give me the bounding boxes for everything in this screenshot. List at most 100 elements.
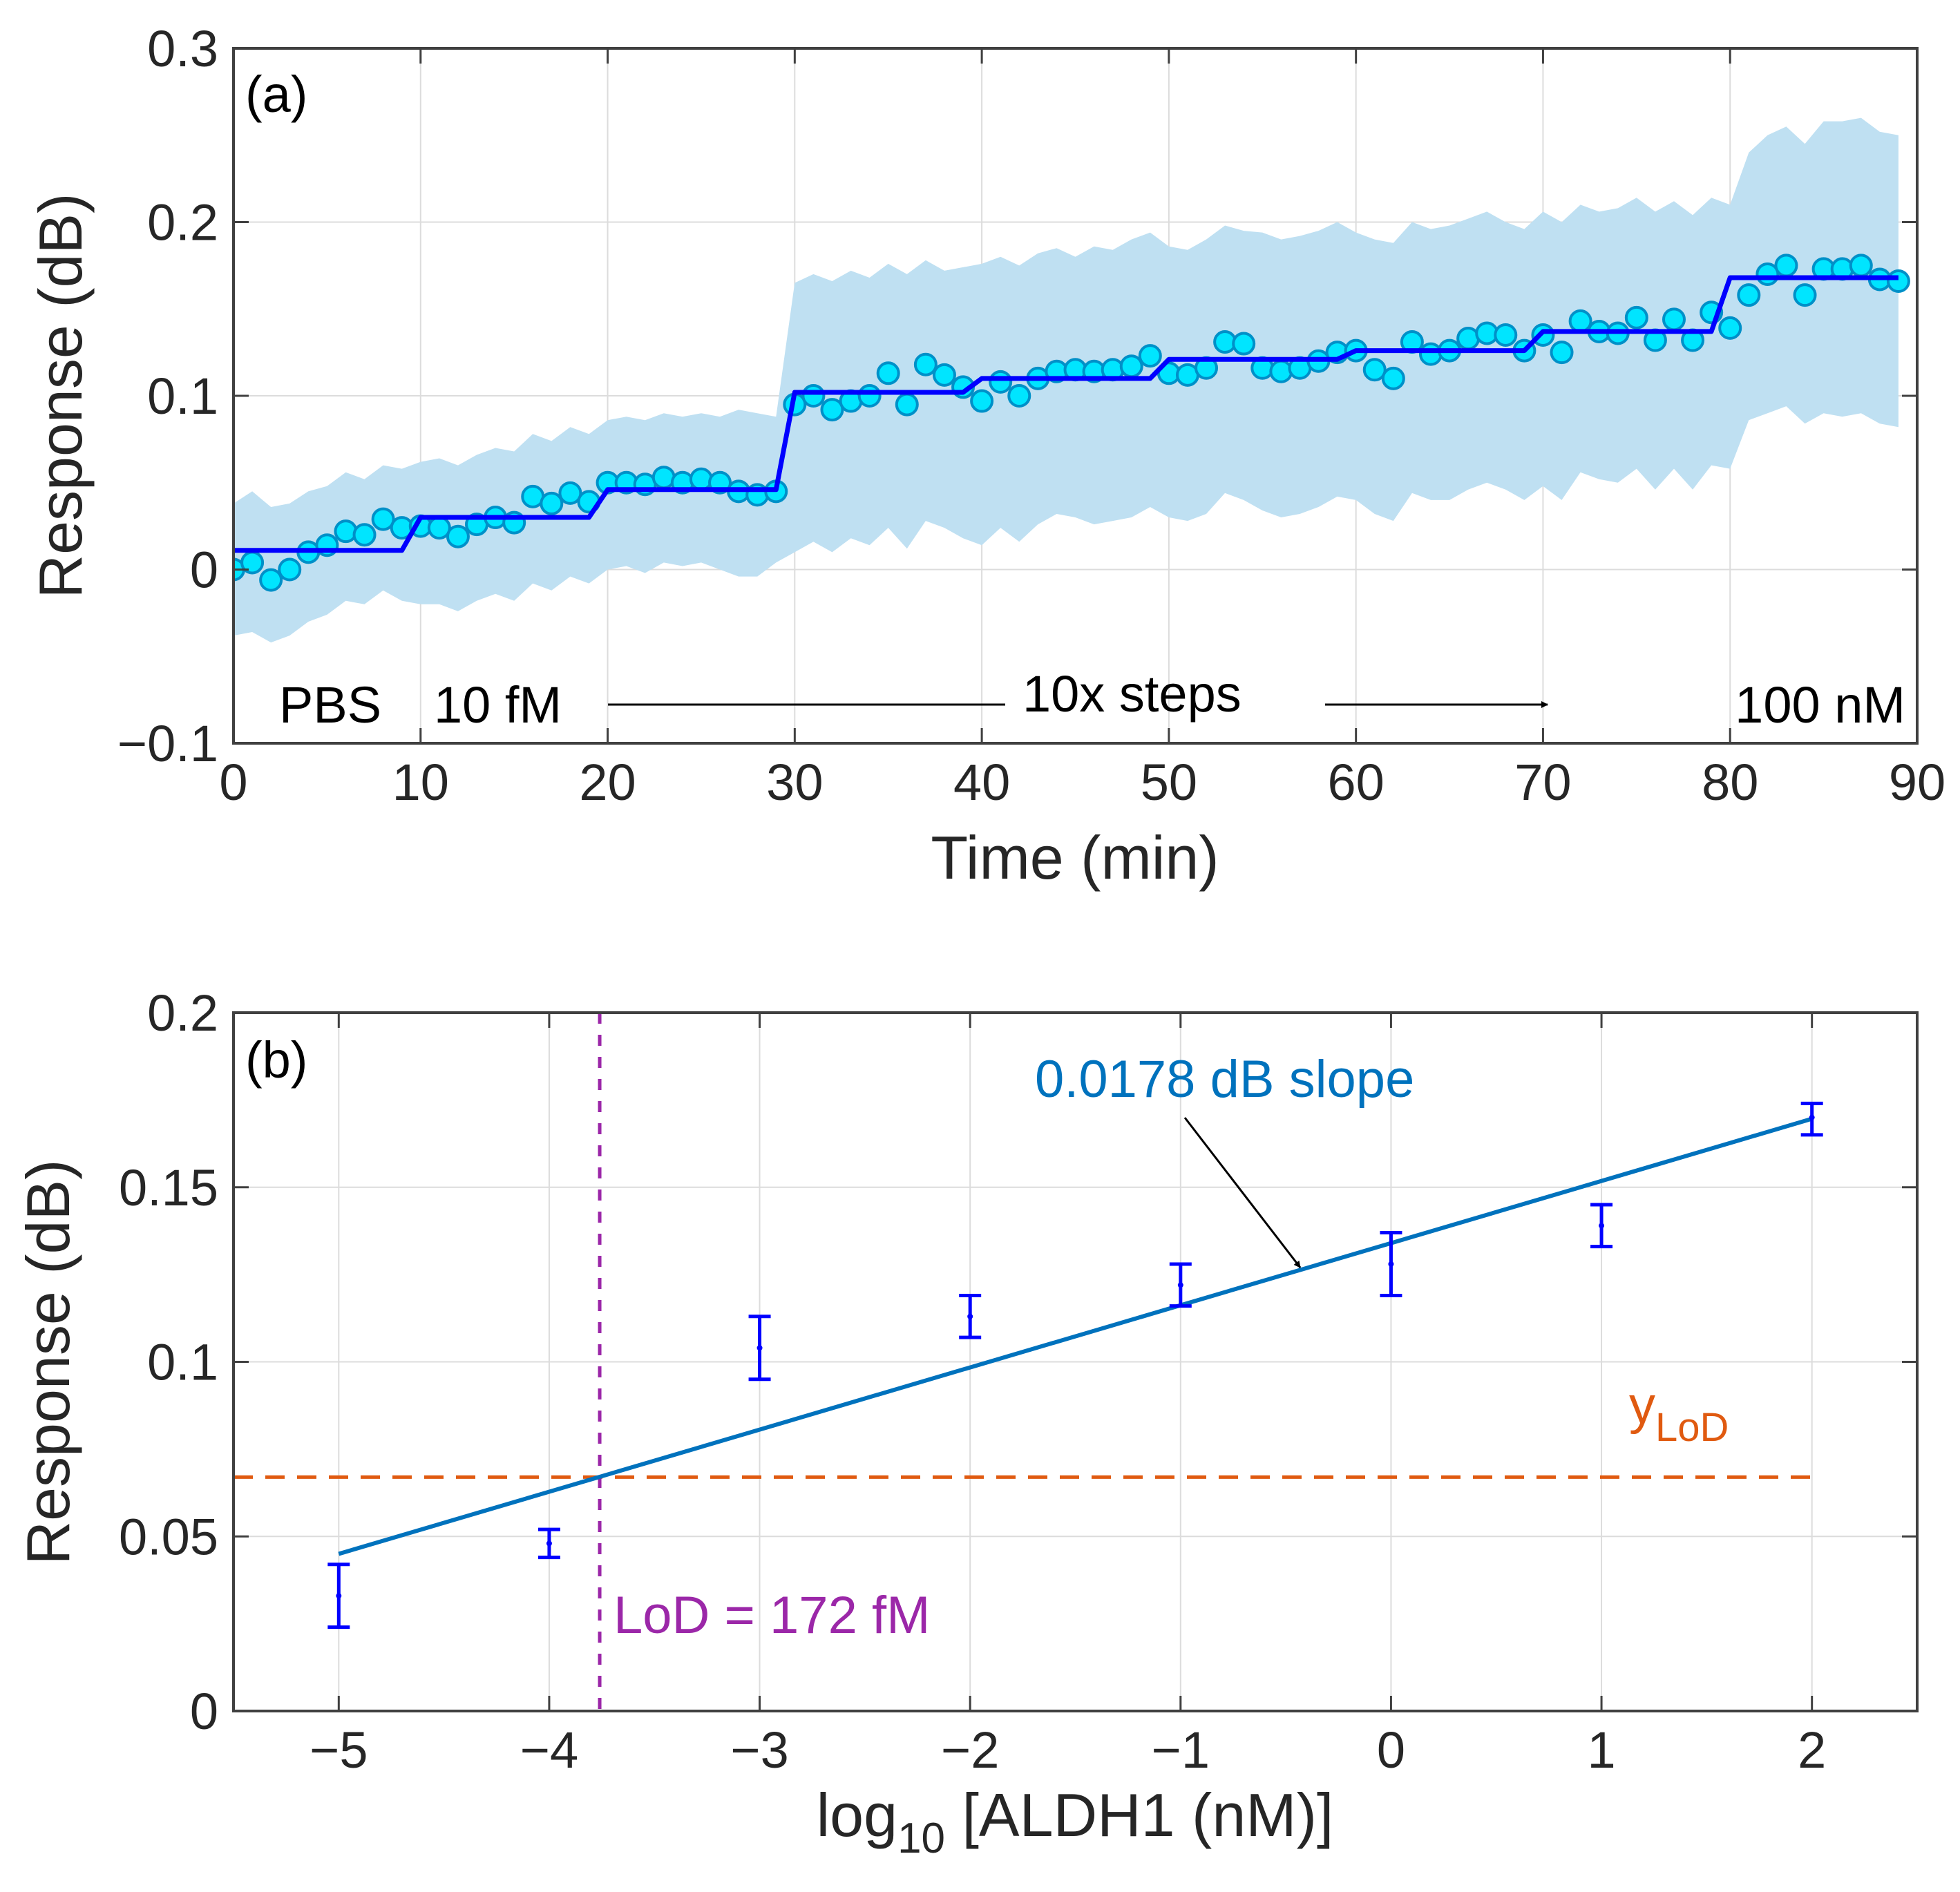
panel-b-x-tick-label: 0: [1377, 1721, 1405, 1779]
panel-a-data-point: [857, 384, 882, 408]
panel-a-data-point: [876, 361, 900, 385]
panel-a-data-point: [1418, 342, 1443, 366]
panel-a-y-axis-label: Response (dB): [26, 193, 95, 599]
panel-b-x-tick-label: −5: [310, 1721, 368, 1779]
panel-a-y-tick-label: 0.2: [147, 194, 218, 251]
panel-a-data-point: [558, 481, 582, 505]
panel-b-error-bar: [1590, 1203, 1613, 1249]
panel-b-x-tick-label: −3: [730, 1721, 788, 1779]
panel-a-data-point: [371, 507, 395, 531]
error-bar-mean: [546, 1540, 552, 1547]
panel-a-y-tick-label: 0: [190, 542, 218, 599]
panel-a-x-tick-label: 70: [1514, 754, 1571, 811]
panel-b-y-tick-label: 0.1: [147, 1334, 218, 1391]
panel-b-x-axis-label: log10 [ALDH1 (nM)]: [817, 1781, 1334, 1862]
panel-a-x-tick-label: 0: [219, 754, 247, 811]
panel-b-error-bars: [327, 1101, 1823, 1630]
panel-b-y-axis-label: Response (dB): [14, 1160, 82, 1565]
panel-b-y-tick-label: 0: [190, 1683, 218, 1740]
panel-a-x-axis-label: Time (min): [931, 823, 1219, 892]
panel-a-y-tick-label: 0.1: [147, 367, 218, 425]
panel-a-data-point: [334, 519, 358, 544]
panel-a-data-point: [446, 524, 470, 548]
panel-a-data-point: [1568, 309, 1592, 333]
panel-a-x-tick-label: 90: [1889, 754, 1945, 811]
panel-a-timecourse-chart: 0 10 20 30 40 50 60 70 80 90 −0.100.10.20.3 (a) T…: [26, 20, 1945, 892]
annotation-steps: 10x steps: [1022, 665, 1241, 723]
panel-a-x-tick-label: 80: [1702, 754, 1758, 811]
panel-b-x-ticks: −5 −4 −3 −2 −1 0 1 2: [310, 1013, 1826, 1779]
panel-a-data-point: [1662, 307, 1686, 332]
x-label-rest: [ALDH1 (nM)]: [945, 1781, 1333, 1849]
panel-b-x-tick-label: 1: [1587, 1721, 1615, 1779]
ylod-base: y: [1629, 1376, 1655, 1435]
panel-a-x-tick-label: 30: [766, 754, 823, 811]
panel-a-data-point: [1232, 332, 1256, 356]
panel-b-error-bar: [1169, 1262, 1192, 1308]
panel-b-error-bar: [327, 1563, 350, 1630]
panel-b-error-bar: [1380, 1230, 1402, 1297]
panel-b-error-bar: [1800, 1101, 1823, 1137]
panel-a-y-ticks: −0.1 0 0.1 0.2 0.3: [117, 20, 1917, 772]
panel-a-data-point: [1737, 283, 1761, 307]
panel-a-data-point: [540, 491, 564, 515]
slope-annotation: 0.0178 dB slope: [1035, 1050, 1414, 1109]
panel-a-label: (a): [245, 66, 307, 123]
error-bar-mean: [336, 1593, 342, 1599]
error-bar-mean: [1809, 1114, 1815, 1120]
panel-a-data-point: [1718, 316, 1742, 340]
panel-b-y-tick-label: 0.05: [119, 1508, 218, 1565]
panel-a-data-point: [1007, 384, 1031, 408]
x-label-subscript: 10: [897, 1815, 945, 1862]
panel-b-error-bar: [959, 1293, 982, 1339]
panel-a-y-tick-label: 0.3: [147, 20, 218, 77]
annotation-pbs: PBS: [279, 676, 381, 734]
panel-a-x-tick-label: 40: [953, 754, 1010, 811]
annotation-end-conc: 100 nM: [1735, 676, 1905, 734]
panel-a-data-point: [259, 568, 283, 592]
error-bar-mean: [1388, 1261, 1394, 1267]
panel-b-y-ticks: 0 0.05 0.1 0.15 0.2: [119, 984, 1917, 1740]
panel-a-data-point: [1550, 341, 1574, 365]
panel-a-data-point: [1119, 354, 1143, 379]
panel-a-data-point: [1624, 305, 1648, 329]
linear-fit-line: [338, 1116, 1813, 1556]
panel-a-markers: [234, 254, 1910, 592]
panel-b-y-tick-label: 0.15: [119, 1159, 218, 1216]
panel-b-x-tick-label: −1: [1152, 1721, 1210, 1779]
panel-b-label: (b): [245, 1031, 307, 1089]
ylod-label: yLoD: [1629, 1376, 1729, 1450]
panel-a-x-ticks: 0 10 20 30 40 50 60 70 80 90: [219, 48, 1945, 811]
panel-b-x-tick-label: −4: [520, 1721, 578, 1779]
panel-a-y-tick-label: −0.1: [117, 715, 218, 772]
panel-b-x-tick-label: −2: [941, 1721, 999, 1779]
slope-arrow: [1183, 1117, 1302, 1268]
panel-a-data-point: [1381, 366, 1405, 390]
panel-a-data-point: [1138, 344, 1162, 368]
panel-a-x-tick-label: 20: [579, 754, 636, 811]
panel-a-data-point: [1793, 283, 1817, 307]
panel-a-data-point: [913, 352, 938, 376]
panel-a-data-point: [352, 523, 377, 547]
error-bar-mean: [1177, 1282, 1183, 1288]
panel-a-data-point: [1362, 358, 1387, 382]
panel-a-step-fit-line: [234, 275, 1899, 553]
panel-b-error-bar: [748, 1315, 771, 1382]
panel-a-data-point: [689, 467, 713, 491]
error-bar-mean: [1599, 1223, 1605, 1229]
panel-a-data-point: [801, 384, 826, 408]
panel-b-x-tick-label: 2: [1798, 1721, 1826, 1779]
panel-a-data-point: [1774, 254, 1798, 278]
panel-a-x-tick-label: 50: [1141, 754, 1197, 811]
annotation-start-conc: 10 fM: [434, 676, 562, 734]
error-bar-mean: [967, 1313, 973, 1319]
panel-a-data-point: [970, 389, 994, 413]
panel-b-calibration-chart: −5 −4 −3 −2 −1 0 1 2 0 0.05 0.1 0.15 0.2 (b) log10 …: [14, 984, 1919, 1862]
panel-a-data-point: [932, 363, 956, 387]
panel-a-data-point: [820, 398, 844, 422]
panel-b-y-tick-label: 0.2: [147, 984, 218, 1042]
panel-a-x-tick-label: 60: [1328, 754, 1385, 811]
error-bar-mean: [757, 1345, 763, 1351]
x-label-log: log: [817, 1781, 897, 1849]
